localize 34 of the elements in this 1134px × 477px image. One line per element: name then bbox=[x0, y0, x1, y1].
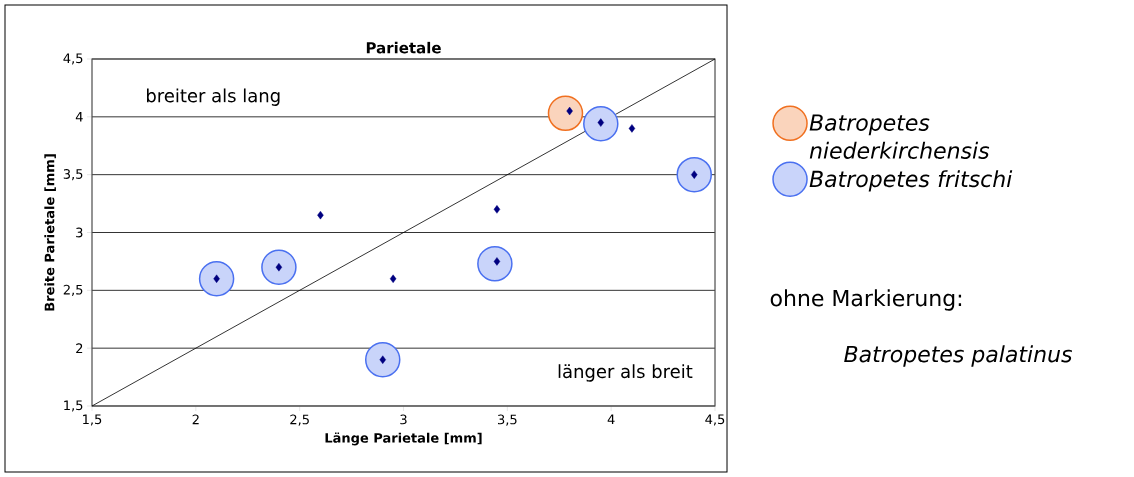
annotation: länger als breit bbox=[558, 364, 693, 382]
y-axis-title: Breite Parietale [mm] bbox=[44, 154, 56, 311]
point bbox=[364, 341, 401, 378]
point bbox=[477, 245, 513, 282]
x-tick-label: 4,5 bbox=[705, 414, 725, 426]
y-tick-label: 4,5 bbox=[63, 53, 83, 65]
point bbox=[547, 95, 584, 132]
point bbox=[583, 106, 619, 142]
y-tick-label: 1,5 bbox=[64, 400, 83, 412]
y-tick-label: 3,5 bbox=[63, 169, 83, 181]
y-tick-label: 4 bbox=[75, 112, 83, 122]
x-tick-label: 2,5 bbox=[290, 414, 309, 426]
legend-label: Batropetes niederkirchensis bbox=[809, 114, 990, 159]
point bbox=[261, 249, 297, 285]
x-tick-label: 3 bbox=[400, 414, 407, 425]
y-tick-label: 2,5 bbox=[63, 284, 83, 296]
point bbox=[676, 156, 712, 193]
x-axis-title: Länge Parietale [mm] bbox=[325, 432, 482, 446]
text: ohne Markierung: bbox=[770, 289, 962, 311]
point bbox=[213, 274, 220, 283]
legend-label: Batropetes fritschi bbox=[809, 170, 1013, 192]
point bbox=[493, 205, 501, 214]
point bbox=[389, 274, 397, 283]
chart-title: Parietale bbox=[366, 41, 441, 54]
text: Batropetes palatinus bbox=[844, 345, 1073, 367]
point bbox=[628, 124, 636, 133]
x-tick-label: 3,5 bbox=[497, 414, 517, 426]
y-tick-label: 2 bbox=[76, 343, 83, 353]
x-tick-label: 4 bbox=[607, 414, 615, 425]
point bbox=[317, 210, 324, 220]
point bbox=[198, 261, 235, 297]
x-tick-label: 2 bbox=[192, 414, 199, 425]
annotation: breiter als lang bbox=[147, 88, 280, 106]
y-tick-label: 3 bbox=[76, 227, 83, 238]
